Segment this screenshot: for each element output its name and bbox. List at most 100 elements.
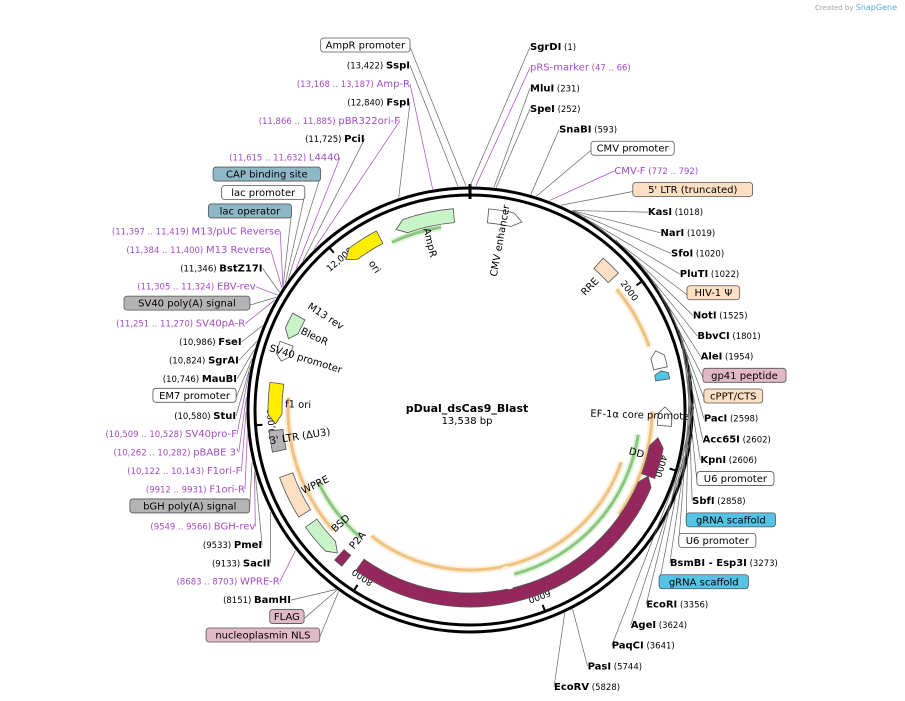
feature-ef-1-core-promoter [656, 406, 673, 427]
plasmid-name: pDual_dsCas9_Blast [406, 402, 529, 415]
leader-paqci [611, 436, 693, 646]
site-label-nari: NarI (1019) [661, 228, 716, 239]
leader-spei [495, 108, 531, 188]
site-box-lac-promoter [221, 185, 306, 200]
site-label-em7-promoter: EM7 promoter [152, 387, 237, 403]
site-label-m13-reverse: (11,384 .. 11,400) M13 Reverse [126, 245, 270, 256]
site-text-bsmbi-esp3i: BsmBI - Esp3I (3273) [670, 558, 778, 569]
site-name-grna-scaffold: gRNA scaffold [696, 515, 766, 526]
leader-sv40pa-r [245, 299, 276, 324]
site-name-hiv-1: HIV-1 Ψ [694, 288, 732, 299]
site-label-prs-marker: pRS-marker (47 .. 66) [530, 63, 631, 74]
site-label-cap-binding-site: CAP binding site [212, 166, 322, 182]
site-label-sgrdi: SgrDI (1) [530, 42, 576, 53]
leader-flag [303, 589, 338, 619]
site-box-u6-promoter [696, 471, 775, 486]
site-name-em7-promoter: EM7 promoter [159, 391, 231, 402]
leader-grna-scaffold [685, 365, 690, 522]
site-text-bbvci: BbvCI (1801) [697, 331, 760, 342]
site-text-alei: AleI (1954) [701, 352, 754, 363]
leader-5-ltr-truncated [560, 191, 633, 206]
leader-ecorv [553, 612, 566, 688]
site-text-paqci: PaqCI (3641) [612, 641, 675, 652]
leader-sgrai [238, 341, 258, 361]
site-label-ebv-rev: (11,305 .. 11,324) EBV-rev [137, 282, 255, 293]
site-label-bstz17i: (11,346) BstZ17I [180, 263, 262, 274]
site-label-sgrai: (10,824) SgrAI [169, 355, 239, 366]
credit-prefix: Created by [815, 4, 854, 12]
orf-halo-4 [315, 480, 363, 540]
leader-cppt-cts [668, 306, 705, 399]
site-box-lac-operator [207, 203, 292, 219]
site-label-paci: PacI (2598) [704, 414, 758, 425]
site-text-fspi: (12,840) FspI [347, 97, 410, 108]
site-label-snabi: SnaBI (593) [559, 125, 617, 136]
site-label-bamhi: (8151) BamHI [223, 595, 291, 606]
site-text-acc65i: Acc65I (2602) [703, 434, 771, 445]
site-label-pluti: PluTI (1022) [680, 269, 739, 280]
leader-sbfi [686, 355, 693, 502]
credit-brand: SnapGene [855, 3, 897, 12]
leader-sv40pro-f [236, 372, 250, 435]
leader-pasi [572, 609, 588, 667]
site-text-mlui: MluI (231) [530, 83, 580, 94]
leader-prs-marker [475, 67, 531, 187]
leader-ecori [645, 406, 695, 605]
site-box-bgh-poly-a-signal [129, 498, 251, 514]
site-label-flag: FLAG [269, 609, 305, 624]
feature-bleor [284, 312, 306, 340]
site-label-grna-scaffold: gRNA scaffold [658, 574, 749, 590]
site-label-cppt-cts: cPPT/CTS [703, 388, 764, 404]
site-text-stui: (10,580) StuI [174, 411, 236, 422]
site-label-agei: AgeI (3624) [631, 620, 687, 631]
feature-label-ampr: AmpR [420, 227, 438, 259]
leader-fsei [241, 325, 263, 343]
site-name-gp41-peptide: gp41 peptide [711, 371, 778, 382]
site-label-sbfi: SbfI (2858) [692, 496, 745, 507]
leader-bgh-rev [254, 471, 256, 527]
site-label-bsmbi-esp3i: BsmBI - Esp3I (3273) [670, 558, 778, 569]
site-text-bamhi: (8151) BamHI [223, 595, 291, 606]
feature-rre [593, 257, 620, 284]
leader-acc65i [679, 330, 703, 440]
feature-label-ori: ori [366, 259, 382, 276]
orf-halo-6 [390, 223, 442, 246]
site-text-sacii: (9133) SacII [212, 558, 270, 569]
site-label-kpni: KpnI (2606) [700, 455, 757, 466]
feature-label-sv40-promoter: SV40 promoter [268, 343, 344, 376]
ruler-tick-3 [352, 584, 359, 592]
feature-wpre [279, 472, 312, 518]
site-label-pmei: (9533) PmeI [203, 540, 262, 551]
site-text-pbr322ori-f: (11,866 .. 11,885) pBR322ori-F [259, 116, 401, 127]
leader-cmv-f [549, 170, 615, 201]
site-name-5-ltr-truncated: 5' LTR (truncated) [648, 185, 737, 196]
leader-bgh-poly-a-signal [249, 461, 253, 508]
site-text-snabi: SnaBI (593) [559, 125, 617, 136]
site-name-u6-promoter: U6 promoter [686, 536, 750, 547]
leader-cap-binding-site [288, 175, 321, 280]
site-label-sv40-poly-a-signal: SV40 poly(A) signal [123, 295, 251, 311]
site-text-sbfi: SbfI (2858) [692, 496, 745, 507]
orf-halo-5 [284, 397, 336, 533]
site-label-m13-puc-reverse: (11,397 .. 11,419) M13/pUC Reverse [112, 226, 280, 237]
site-label-sspi: (13,422) SspI [347, 60, 410, 71]
site-text-pmei: (9533) PmeI [203, 540, 262, 551]
site-label-f1ori-f: (10,122 .. 10,143) F1ori-F [127, 466, 241, 477]
site-label-kasi: KasI (1018) [648, 207, 703, 218]
leader-bamhi [290, 589, 337, 601]
site-box-gp41-peptide [702, 367, 787, 383]
feature-u6 [650, 350, 668, 371]
feature-label-f1-ori: f1 ori [285, 399, 311, 411]
leader-f1ori-r [244, 434, 248, 490]
site-label-paqci: PaqCI (3641) [612, 641, 675, 652]
leader-em7-promoter [235, 358, 253, 398]
site-name-grna-scaffold: gRNA scaffold [669, 577, 739, 588]
site-label-cmv-promoter: CMV promoter [590, 140, 675, 156]
site-label-l4440: (11,615 .. 11,632) L4440 [229, 153, 340, 164]
site-name-sv40-poly-a-signal: SV40 poly(A) signal [138, 299, 236, 310]
ruler-tick-5 [328, 246, 335, 254]
site-text-kasi: KasI (1018) [648, 207, 703, 218]
site-text-sv40pro-f: (10,509 .. 10,528) SV40pro-F [105, 429, 237, 440]
leader-u6-promoter [682, 339, 698, 481]
site-box-cppt-cts [703, 388, 764, 404]
